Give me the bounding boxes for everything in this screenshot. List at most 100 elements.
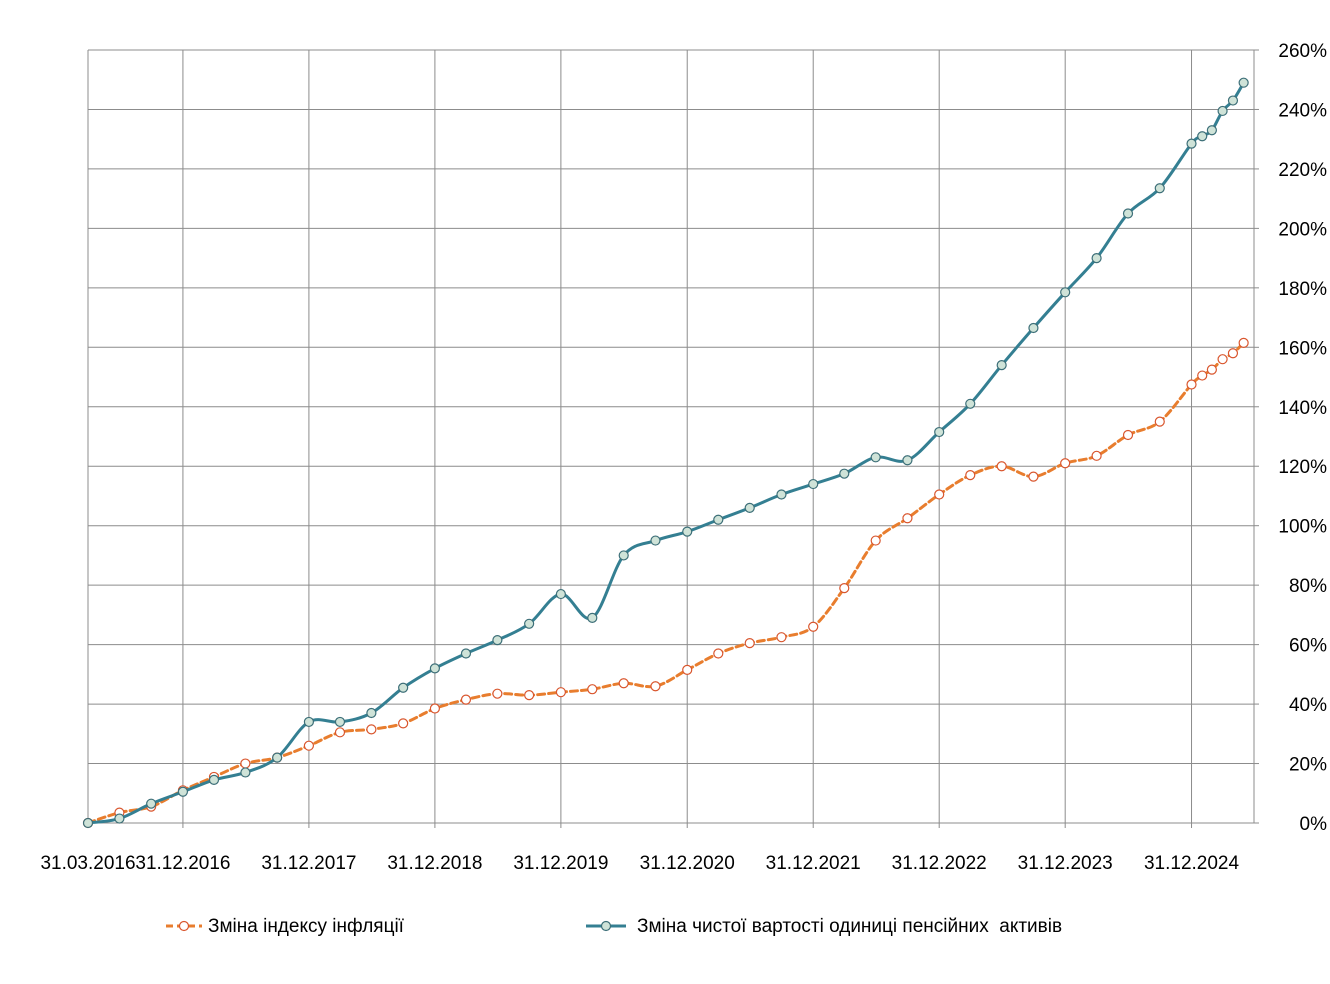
series-1 — [82, 77, 1249, 829]
y-tick-label: 0% — [1300, 814, 1328, 835]
data-point — [1186, 379, 1197, 390]
data-point — [366, 707, 377, 719]
data-point — [965, 470, 976, 481]
series-layer — [82, 77, 1249, 829]
data-point — [808, 478, 819, 490]
data-point — [524, 690, 535, 701]
data-point — [870, 535, 881, 546]
data-point — [1206, 364, 1217, 375]
y-tick-label: 40% — [1289, 695, 1327, 716]
data-point — [146, 798, 157, 809]
data-point — [1217, 354, 1228, 365]
data-point — [524, 618, 535, 629]
data-point — [460, 694, 472, 705]
y-tick-label: 100% — [1278, 517, 1327, 538]
data-point — [1227, 95, 1239, 106]
data-point — [240, 767, 251, 778]
y-tick-label: 140% — [1278, 398, 1327, 419]
data-point — [1238, 337, 1249, 348]
data-point — [1060, 458, 1071, 469]
data-point — [1186, 138, 1197, 149]
data-point — [870, 452, 881, 463]
data-point — [965, 398, 976, 409]
legend: Зміна індексу інфляції Зміна чистої варт… — [166, 916, 1062, 937]
data-point — [460, 648, 472, 659]
data-point — [682, 526, 693, 537]
data-point — [618, 678, 629, 689]
data-point — [429, 703, 441, 714]
y-tick-label: 220% — [1278, 160, 1327, 181]
data-point — [744, 638, 755, 649]
data-point — [587, 612, 598, 623]
data-point — [1227, 348, 1239, 359]
data-point — [808, 621, 819, 632]
data-point — [1028, 322, 1039, 334]
data-point — [587, 684, 598, 695]
x-tick-label: 31.03.2016 — [40, 853, 135, 874]
data-point — [1154, 183, 1165, 194]
legend-item-inflation: Зміна індексу інфляції — [166, 916, 405, 937]
data-point — [1197, 131, 1208, 142]
data-point — [1122, 429, 1134, 441]
series-line-0 — [86, 341, 1246, 825]
data-point — [555, 588, 566, 600]
x-tick-label: 31.12.2021 — [766, 853, 861, 874]
legend-item-nav: Зміна чистої вартості одиниці пенсійних … — [586, 916, 1062, 937]
y-tick-label: 240% — [1278, 100, 1327, 121]
data-point — [1122, 208, 1134, 219]
data-point — [1060, 287, 1071, 298]
series-0 — [82, 337, 1249, 829]
x-tick-label: 31.12.2016 — [135, 853, 230, 874]
grid — [87, 49, 1259, 828]
data-point — [398, 682, 409, 693]
tick-labels: 0% 20% 40% 60% 80% 100% 120% 140% 160% 180% 200% 22… — [40, 41, 1327, 874]
data-point — [555, 687, 566, 698]
y-tick-label: 120% — [1278, 457, 1327, 478]
data-point — [334, 716, 346, 728]
x-tick-label: 31.12.2023 — [1018, 853, 1113, 874]
data-point — [839, 468, 850, 479]
y-tick-label: 260% — [1278, 41, 1327, 62]
data-point — [682, 664, 693, 675]
data-point — [1028, 471, 1039, 482]
data-point — [1091, 253, 1102, 264]
data-point — [776, 632, 787, 643]
series-line-1 — [86, 81, 1246, 825]
data-point — [839, 583, 850, 594]
data-point — [744, 502, 755, 513]
data-point — [996, 461, 1007, 472]
data-point — [1154, 416, 1165, 427]
y-tick-label: 60% — [1289, 636, 1327, 657]
y-tick-label: 20% — [1289, 755, 1327, 776]
legend-swatch-inflation-marker — [178, 920, 190, 932]
x-tick-label: 31.12.2020 — [640, 853, 735, 874]
data-point — [177, 786, 189, 797]
data-point — [1197, 370, 1208, 381]
data-point — [776, 489, 787, 500]
data-point — [334, 727, 346, 738]
legend-label-nav: Зміна чистої вартості одиниці пенсійних … — [637, 916, 1062, 937]
data-point — [303, 740, 315, 751]
data-point — [1217, 105, 1228, 117]
data-point — [650, 535, 661, 546]
y-tick-label: 200% — [1278, 219, 1327, 240]
data-point — [713, 514, 724, 525]
y-tick-label: 160% — [1278, 338, 1327, 359]
data-point — [934, 426, 945, 438]
data-point — [902, 513, 913, 524]
x-tick-label: 31.12.2022 — [892, 853, 987, 874]
data-point — [82, 817, 94, 829]
data-point — [1206, 125, 1217, 136]
x-tick-label: 31.12.2017 — [261, 853, 356, 874]
data-point — [303, 716, 315, 728]
data-point — [492, 635, 503, 646]
y-tick-label: 180% — [1278, 279, 1327, 300]
data-point — [934, 489, 945, 500]
data-point — [1091, 450, 1102, 461]
data-point — [650, 681, 661, 692]
x-tick-label: 31.12.2019 — [513, 853, 608, 874]
data-point — [902, 455, 913, 466]
data-point — [208, 774, 220, 785]
data-point — [713, 648, 724, 659]
